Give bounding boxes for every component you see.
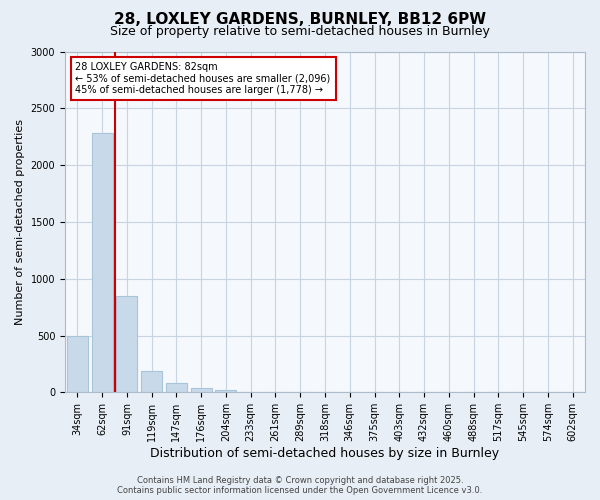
Bar xyxy=(215,390,236,392)
Text: Size of property relative to semi-detached houses in Burnley: Size of property relative to semi-detach… xyxy=(110,25,490,38)
Bar xyxy=(116,296,137,392)
Bar xyxy=(166,384,187,392)
Text: Contains HM Land Registry data © Crown copyright and database right 2025.
Contai: Contains HM Land Registry data © Crown c… xyxy=(118,476,482,495)
X-axis label: Distribution of semi-detached houses by size in Burnley: Distribution of semi-detached houses by … xyxy=(151,447,500,460)
Bar xyxy=(191,388,212,392)
Y-axis label: Number of semi-detached properties: Number of semi-detached properties xyxy=(15,119,25,325)
Text: 28 LOXLEY GARDENS: 82sqm
← 53% of semi-detached houses are smaller (2,096)
45% o: 28 LOXLEY GARDENS: 82sqm ← 53% of semi-d… xyxy=(76,62,331,95)
Bar xyxy=(92,134,113,392)
Text: 28, LOXLEY GARDENS, BURNLEY, BB12 6PW: 28, LOXLEY GARDENS, BURNLEY, BB12 6PW xyxy=(114,12,486,28)
Bar xyxy=(141,371,162,392)
Bar xyxy=(67,336,88,392)
